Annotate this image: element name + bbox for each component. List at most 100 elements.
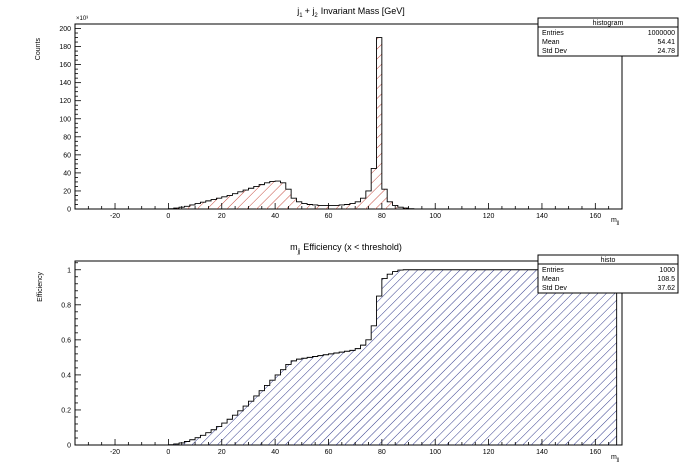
top-bin xyxy=(285,189,292,209)
bottom-bin xyxy=(339,352,345,445)
top-x-tick-label: 100 xyxy=(429,213,441,220)
bottom-bin xyxy=(243,406,249,445)
bottom-bin xyxy=(461,269,468,445)
bottom-bin xyxy=(392,271,398,445)
top-y-axis-label: Counts xyxy=(35,38,42,61)
top-bin xyxy=(253,186,260,209)
top-panel: j1 + j2 Invariant Mass [GeV] -20 0 20 40 60 80 1… xyxy=(35,6,679,226)
bottom-bin xyxy=(403,269,409,445)
bottom-bin xyxy=(195,437,201,445)
top-bin xyxy=(344,204,350,209)
bottom-x-axis-label-sub: jj xyxy=(616,457,619,463)
top-bin xyxy=(211,199,217,209)
top-bin xyxy=(205,200,212,209)
bottom-stats-mean-label: Mean xyxy=(542,276,560,283)
bottom-y-tick-label: 0.8 xyxy=(61,302,71,309)
bottom-bin xyxy=(563,269,569,445)
bottom-bin xyxy=(227,419,233,445)
top-bin xyxy=(264,182,270,209)
top-bin xyxy=(291,198,297,209)
bottom-title: mjj Efficiency (x < threshold) xyxy=(290,242,402,255)
top-stats-stddev-value: 24.78 xyxy=(657,48,675,55)
top-y-tick-label: 20 xyxy=(63,188,71,195)
top-bin xyxy=(333,205,340,209)
bottom-bin xyxy=(360,345,366,445)
bottom-bin xyxy=(483,269,489,445)
top-bin xyxy=(381,189,388,209)
top-x-tick-label: 40 xyxy=(271,213,279,220)
top-y-tick-label: 0 xyxy=(67,207,71,214)
top-bin xyxy=(387,201,393,209)
top-axes: -20 0 20 40 60 80 100 120 140 160 0 20 40 60 80 100 120 1… xyxy=(59,23,623,220)
bottom-stats-title: histo xyxy=(601,257,616,264)
top-bin xyxy=(248,188,254,209)
top-bin xyxy=(365,190,372,209)
bottom-y-tick-label: 0.6 xyxy=(61,337,71,344)
bottom-histogram xyxy=(167,269,618,446)
top-y-tick-label: 100 xyxy=(59,116,71,123)
bottom-bin xyxy=(440,269,446,445)
top-bin xyxy=(243,190,249,209)
top-bin xyxy=(296,201,302,209)
top-bin xyxy=(189,204,196,209)
top-stats-mean-label: Mean xyxy=(542,39,560,46)
top-y-tick-label: 80 xyxy=(63,134,71,141)
bottom-bin xyxy=(371,325,377,445)
bottom-y-tick-label: 0 xyxy=(67,443,71,450)
bottom-bin xyxy=(595,269,601,445)
bottom-y-tick-label: 0.2 xyxy=(61,407,71,414)
bottom-bin xyxy=(520,269,526,445)
bottom-bin xyxy=(515,269,521,445)
bottom-bin xyxy=(280,369,286,445)
bottom-bin xyxy=(557,269,564,445)
bottom-bin xyxy=(573,269,580,445)
bottom-bin xyxy=(589,269,596,445)
bottom-bin xyxy=(317,355,324,445)
top-bin xyxy=(237,191,244,209)
bottom-x-tick-label: 160 xyxy=(589,449,601,456)
top-title: j1 + j2 Invariant Mass [GeV] xyxy=(296,6,405,19)
top-title-j1: j xyxy=(296,6,299,16)
bottom-bin xyxy=(435,269,441,445)
bottom-bin xyxy=(269,380,276,445)
bottom-bin xyxy=(541,269,548,445)
top-y-tick-label: 200 xyxy=(59,26,71,33)
bottom-x-tick-label: -20 xyxy=(110,449,120,456)
top-stats-entries-value: 1000000 xyxy=(648,30,675,37)
bottom-bin xyxy=(365,339,372,445)
bottom-bin xyxy=(467,269,473,445)
bottom-bin xyxy=(189,439,196,445)
bottom-bin xyxy=(381,278,388,445)
top-bin xyxy=(216,198,222,209)
top-bin xyxy=(184,206,190,209)
bottom-x-tick-label: 40 xyxy=(271,449,279,456)
bottom-y-axis-label: Efficiency xyxy=(37,272,44,302)
bottom-x-tick-label: 120 xyxy=(483,449,495,456)
top-stats-entries-label: Entries xyxy=(542,30,564,37)
top-bin xyxy=(317,205,324,209)
bottom-bin xyxy=(493,269,500,445)
top-y-exponent: ×10³ xyxy=(76,16,88,22)
top-x-tick-label: 140 xyxy=(536,213,548,220)
top-x-tick-label: 60 xyxy=(325,213,333,220)
top-y-tick-label: 140 xyxy=(59,80,71,87)
top-bin xyxy=(376,37,382,209)
top-stats-title: histogram xyxy=(593,20,624,27)
top-outline xyxy=(167,37,415,210)
bottom-bin xyxy=(200,435,206,445)
top-bin xyxy=(259,184,265,209)
bottom-bin xyxy=(584,269,590,445)
top-x-axis-label: mjj xyxy=(611,217,619,226)
top-bin xyxy=(195,203,201,209)
bottom-bin xyxy=(232,415,238,445)
bottom-bin xyxy=(296,359,302,445)
top-x-tick-label: 0 xyxy=(166,213,170,220)
bottom-bin xyxy=(285,364,292,445)
top-bin xyxy=(280,182,286,209)
bottom-bin xyxy=(605,269,612,445)
bottom-bin xyxy=(248,401,254,445)
bottom-axes: -20 0 20 40 60 80 100 120 140 160 0 0.2 0.4 0.6 0.8 1 xyxy=(61,262,623,456)
bottom-bin xyxy=(312,356,318,445)
bottom-bin xyxy=(419,269,425,445)
bottom-bin xyxy=(264,385,270,445)
